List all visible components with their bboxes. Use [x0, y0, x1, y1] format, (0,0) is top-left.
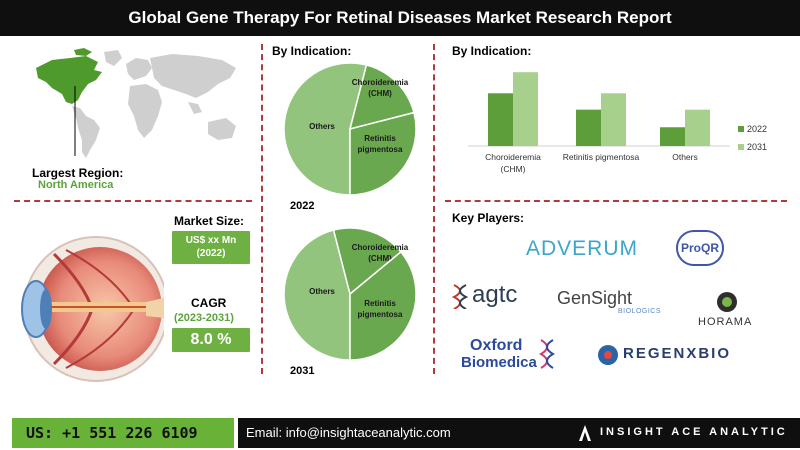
- regenxbio-emblem-icon: [598, 345, 618, 365]
- bar-category-label-0: Choroideremia (CHM): [485, 152, 541, 174]
- bar-1-0: [576, 109, 601, 146]
- bar-1-1: [601, 93, 626, 146]
- insight-ace-logo-icon: [579, 425, 591, 441]
- bar-chart: Choroideremia (CHM) Retinitis pigmentosa Ot…: [468, 72, 767, 174]
- bar-category-label-2: Others: [672, 152, 698, 162]
- agtc-logo: agtc: [472, 281, 518, 308]
- legend-label-1: 2031: [747, 142, 767, 152]
- separator-right: [433, 44, 435, 374]
- eye-anatomy-icon: [21, 236, 164, 382]
- market-size-label: Market Size:: [174, 214, 245, 228]
- bar-section-title: By Indication:: [452, 44, 532, 58]
- horama-logo: HORAMA: [698, 316, 753, 328]
- largest-region-value: North America: [38, 179, 114, 191]
- pie2-label-1: Choroideremia (CHM): [352, 243, 409, 263]
- pie1-slice-2: [349, 111, 417, 196]
- separator-left: [261, 44, 263, 374]
- agtc-helix-icon: [448, 283, 472, 310]
- key-players-title: Key Players:: [452, 211, 525, 225]
- footer-bar: Email: info@insightaceanalytic.com INSIG…: [238, 418, 800, 448]
- regenxbio-logo: REGENXBIO: [623, 345, 732, 362]
- cagr-label: CAGR: [191, 296, 227, 310]
- pie-section-title: By Indication:: [272, 44, 352, 58]
- pie1-slice-0: [283, 62, 368, 196]
- separator-left-horizontal: [14, 200, 252, 202]
- market-size-box: US$ xx Mn (2022): [172, 231, 250, 264]
- pie2-slice-1: [332, 227, 402, 296]
- market-size-value: US$ xx Mn: [185, 235, 237, 246]
- bar-0-0: [488, 93, 513, 146]
- horama-emblem-icon: [717, 292, 737, 312]
- legend-swatch-0: [738, 126, 744, 132]
- pie1-slice-1: [348, 64, 415, 131]
- page-title: Global Gene Therapy For Retinal Diseases…: [0, 0, 800, 36]
- proqr-logo: ProQR: [676, 230, 724, 266]
- largest-region-label: Largest Region:: [32, 166, 124, 180]
- market-size-year: (2022): [196, 248, 226, 259]
- oxford-logo: Oxford: [470, 337, 523, 354]
- gensight-biologics-text: BIOLOGICS: [618, 308, 662, 315]
- biomedica-logo: Biomedica: [461, 354, 537, 371]
- pie1-label-1: Choroideremia (CHM): [352, 78, 409, 98]
- pie-charts: Others Choroideremia (CHM) Retinitis pigment…: [283, 62, 417, 374]
- legend-swatch-1: [738, 144, 744, 150]
- bar-category-label-1: Retinitis pigmentosa: [563, 152, 640, 162]
- pie2-slice-2: [349, 250, 417, 361]
- proqr-logo-text: ProQR: [680, 241, 719, 255]
- pie1-label-0: Others: [309, 122, 335, 131]
- world-map-icon: [36, 48, 236, 158]
- footer-brand: INSIGHT ACE ANALYTIC: [600, 426, 788, 438]
- separator-right-horizontal: [445, 200, 787, 202]
- bar-2-0: [660, 127, 685, 146]
- pie2-slice-0: [283, 229, 351, 361]
- oxford-helix-icon: [539, 339, 555, 369]
- cagr-period: (2023-2031): [174, 312, 234, 324]
- adverum-logo: ADVERUM: [526, 237, 639, 260]
- footer-email[interactable]: Email: info@insightaceanalytic.com: [246, 425, 451, 440]
- legend-label-0: 2022: [747, 124, 767, 134]
- cagr-value: 8.0 %: [172, 328, 250, 352]
- bar-0-1: [513, 72, 538, 146]
- gensight-logo: GenSight: [557, 288, 633, 308]
- pie2-label-2: Retinitis pigmentosa: [358, 299, 403, 319]
- pie1-label-2: Retinitis pigmentosa: [358, 134, 403, 154]
- footer-phone[interactable]: US: +1 551 226 6109: [12, 418, 234, 448]
- pie2-label-0: Others: [309, 287, 335, 296]
- pie1-year-label: 2022: [290, 200, 314, 212]
- bar-2-1: [685, 109, 710, 146]
- pie2-year-label: 2031: [290, 365, 314, 374]
